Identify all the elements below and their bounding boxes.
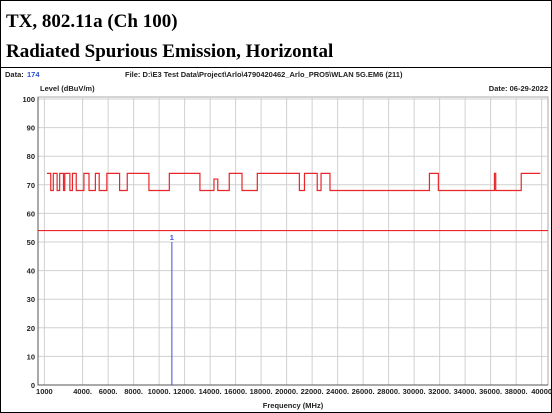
- x-tick-label: 32000.: [428, 387, 451, 396]
- y-tick-label: 0: [31, 381, 35, 390]
- chart-subtitle: Radiated Spurious Emission, Horizontal: [6, 41, 333, 62]
- y-tick-label: 40: [27, 267, 35, 276]
- marker-label: 1: [170, 233, 174, 242]
- y-tick-label: 20: [27, 324, 35, 333]
- y-tick-label: 60: [27, 209, 35, 218]
- file-info: File: D:\E3 Test Data\Project\Arlo\47904…: [125, 70, 403, 79]
- y-tick-label: 100: [22, 95, 35, 104]
- x-tick-label: 12000.: [173, 387, 196, 396]
- x-tick-label: 24000.: [326, 387, 349, 396]
- x-tick-label: 22000.: [301, 387, 324, 396]
- x-tick-label: 36000.: [479, 387, 502, 396]
- trace-line: [46, 172, 541, 192]
- y-tick-label: 50: [27, 238, 35, 247]
- y-axis-label: Level (dBuV/m): [40, 84, 95, 93]
- y-tick-label: 70: [27, 181, 35, 190]
- chart-title: TX, 802.11a (Ch 100): [6, 11, 178, 32]
- x-tick-label: 16000.: [224, 387, 247, 396]
- x-tick-label: 8000.: [124, 387, 143, 396]
- y-tick-label: 80: [27, 152, 35, 161]
- x-tick-label: 10000.: [148, 387, 171, 396]
- x-tick-label: 6000.: [99, 387, 118, 396]
- x-tick-label: 18000.: [250, 387, 273, 396]
- x-tick-label: 38000.: [505, 387, 528, 396]
- x-tick-label: 1000: [36, 387, 53, 396]
- x-tick-label: 30000.: [403, 387, 426, 396]
- x-tick-label: 34000.: [454, 387, 477, 396]
- y-tick-label: 90: [27, 124, 35, 133]
- y-tick-label: 10: [27, 352, 35, 361]
- data-label: Data:: [5, 70, 24, 79]
- x-axis-label: Frequency (MHz): [263, 401, 324, 410]
- x-tick-label: 20000.: [275, 387, 298, 396]
- y-tick-label: 30: [27, 295, 35, 304]
- x-tick-label: 26000.: [352, 387, 375, 396]
- plot-area: [37, 96, 549, 386]
- x-tick-label: 28000.: [377, 387, 400, 396]
- x-tick-label: 40000: [531, 387, 552, 396]
- x-tick-label: 4000.: [73, 387, 92, 396]
- x-tick-label: 14000.: [199, 387, 222, 396]
- data-number: 174: [27, 70, 40, 79]
- date-info: Date: 06-29-2022: [489, 84, 548, 93]
